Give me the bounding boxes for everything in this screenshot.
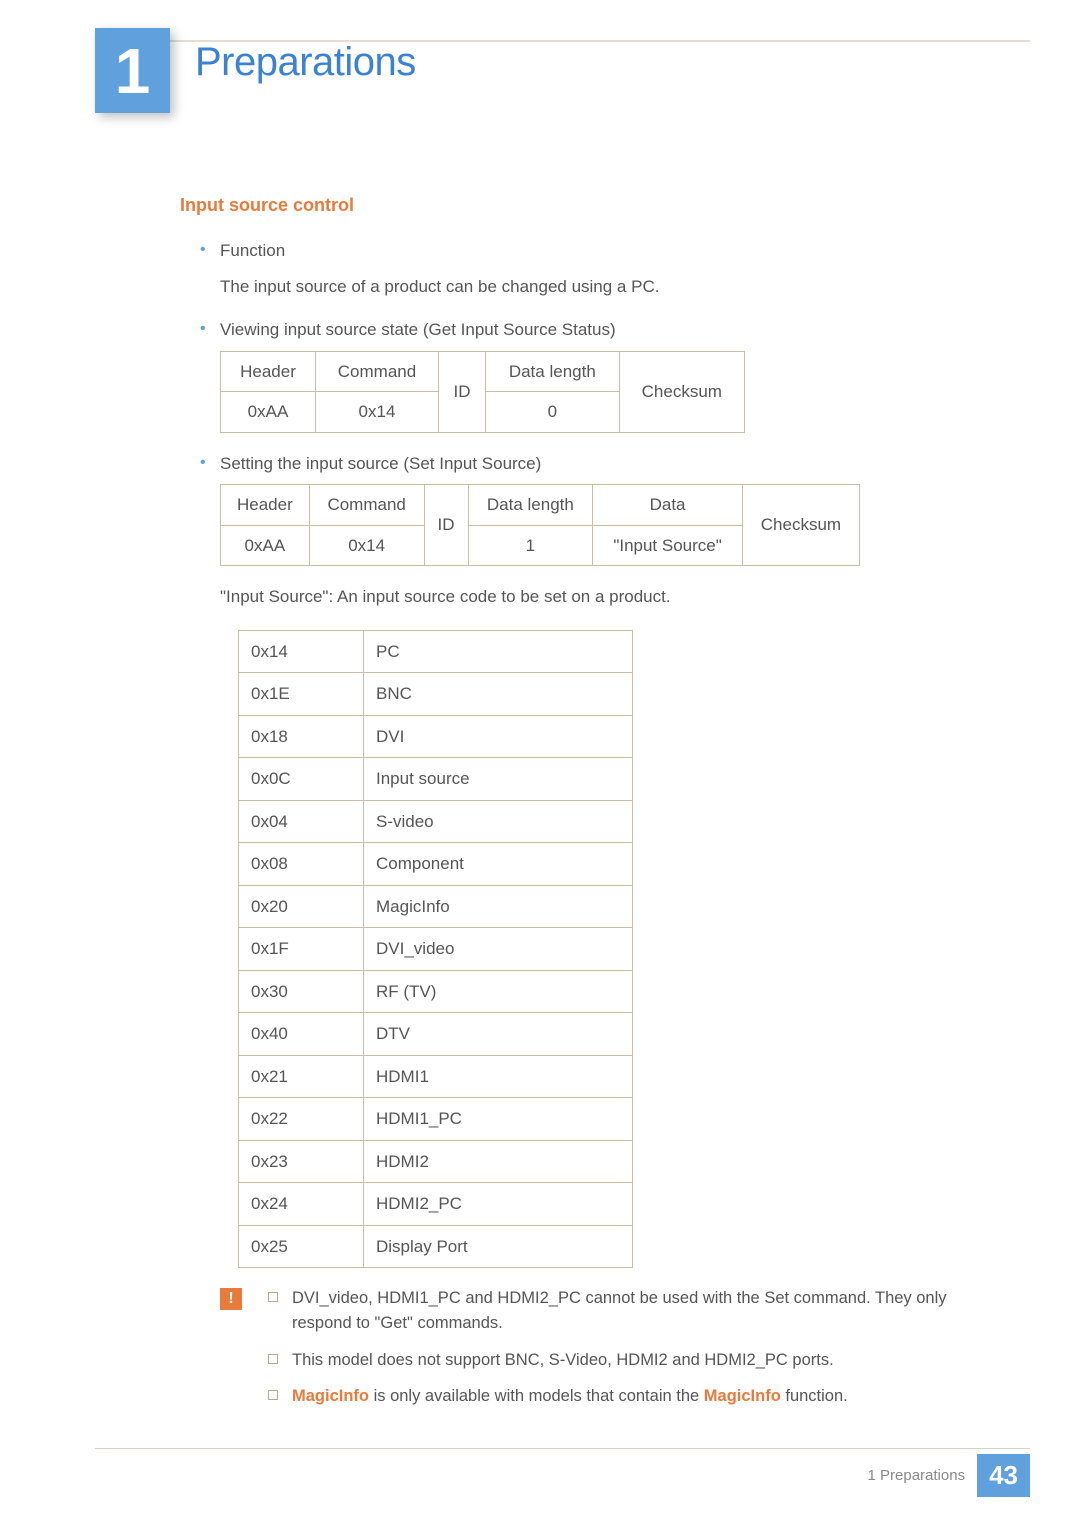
bullet-get-status: Viewing input source state (Get Input So… (200, 317, 990, 433)
code-value: 0x40 (239, 1013, 364, 1056)
note-list: DVI_video, HDMI1_PC and HDMI2_PC cannot … (268, 1286, 990, 1421)
t2-header: Header (221, 485, 310, 526)
code-row: 0x1FDVI_video (239, 928, 633, 971)
input-source-codes-table: 0x14PC0x1EBNC0x18DVI0x0CInput source0x04… (238, 630, 633, 1269)
t1-id: ID (439, 351, 486, 432)
section-heading: Input source control (180, 195, 990, 216)
bullet-set-source: Setting the input source (Set Input Sour… (200, 451, 990, 1422)
code-name: S-video (364, 800, 633, 843)
bullet-function-desc: The input source of a product can be cha… (220, 274, 990, 300)
content-area: Input source control Function The input … (180, 195, 990, 1429)
t1-header-val: 0xAA (221, 392, 316, 433)
t2-datalen-val: 1 (468, 525, 593, 566)
code-row: 0x22HDMI1_PC (239, 1098, 633, 1141)
bullet-get-status-title: Viewing input source state (Get Input So… (220, 320, 616, 339)
code-row: 0x0CInput source (239, 758, 633, 801)
set-source-table: Header Command ID Data length Data Check… (220, 484, 860, 566)
chapter-number: 1 (115, 34, 151, 108)
code-name: Input source (364, 758, 633, 801)
footer-page-number: 43 (977, 1454, 1030, 1497)
code-name: HDMI2 (364, 1140, 633, 1183)
code-value: 0x20 (239, 885, 364, 928)
t2-data-val: "Input Source" (593, 525, 743, 566)
bullet-function: Function The input source of a product c… (200, 238, 990, 299)
code-name: BNC (364, 673, 633, 716)
note-block: ! DVI_video, HDMI1_PC and HDMI2_PC canno… (220, 1286, 990, 1421)
code-name: MagicInfo (364, 885, 633, 928)
t2-command-val: 0x14 (309, 525, 424, 566)
note-3-text-1: is only available with models that conta… (369, 1387, 704, 1405)
footer: 1 Preparations 43 (868, 1454, 1030, 1497)
code-value: 0x1F (239, 928, 364, 971)
chapter-number-block: 1 (95, 28, 170, 113)
code-value: 0x04 (239, 800, 364, 843)
t1-command: Command (315, 351, 438, 392)
note-3: MagicInfo is only available with models … (268, 1384, 990, 1409)
chapter-title: Preparations (195, 40, 416, 85)
get-status-table: Header Command ID Data length Checksum 0… (220, 351, 745, 433)
code-name: HDMI2_PC (364, 1183, 633, 1226)
code-row: 0x04S-video (239, 800, 633, 843)
code-value: 0x25 (239, 1225, 364, 1268)
code-row: 0x18DVI (239, 715, 633, 758)
t1-datalen-val: 0 (486, 392, 620, 433)
t1-command-val: 0x14 (315, 392, 438, 433)
t2-id: ID (424, 485, 468, 566)
code-row: 0x25Display Port (239, 1225, 633, 1268)
code-value: 0x18 (239, 715, 364, 758)
t1-header: Header (221, 351, 316, 392)
t2-checksum: Checksum (742, 485, 859, 566)
footer-rule (95, 1448, 1030, 1449)
code-value: 0x24 (239, 1183, 364, 1226)
warning-icon: ! (220, 1288, 242, 1310)
magicinfo-label-2: MagicInfo (704, 1387, 781, 1405)
t2-datalen: Data length (468, 485, 593, 526)
code-row: 0x24HDMI2_PC (239, 1183, 633, 1226)
code-row: 0x1EBNC (239, 673, 633, 716)
code-name: RF (TV) (364, 970, 633, 1013)
input-source-desc: "Input Source": An input source code to … (220, 584, 990, 610)
code-name: PC (364, 630, 633, 673)
bullet-function-title: Function (220, 241, 285, 260)
t2-header-val: 0xAA (221, 525, 310, 566)
code-row: 0x14PC (239, 630, 633, 673)
code-value: 0x14 (239, 630, 364, 673)
code-name: DVI (364, 715, 633, 758)
code-value: 0x23 (239, 1140, 364, 1183)
code-name: Display Port (364, 1225, 633, 1268)
note-2: This model does not support BNC, S-Video… (268, 1348, 990, 1373)
note-1: DVI_video, HDMI1_PC and HDMI2_PC cannot … (268, 1286, 990, 1336)
note-3-text-2: function. (781, 1387, 848, 1405)
t1-datalen: Data length (486, 351, 620, 392)
code-row: 0x20MagicInfo (239, 885, 633, 928)
code-row: 0x21HDMI1 (239, 1055, 633, 1098)
code-row: 0x30RF (TV) (239, 970, 633, 1013)
t2-data: Data (593, 485, 743, 526)
footer-label: 1 Preparations (868, 1467, 966, 1484)
code-row: 0x40DTV (239, 1013, 633, 1056)
magicinfo-label-1: MagicInfo (292, 1387, 369, 1405)
bullet-list: Function The input source of a product c… (180, 238, 990, 1421)
code-name: HDMI1 (364, 1055, 633, 1098)
code-value: 0x21 (239, 1055, 364, 1098)
code-name: Component (364, 843, 633, 886)
code-value: 0x08 (239, 843, 364, 886)
code-row: 0x08Component (239, 843, 633, 886)
code-name: DTV (364, 1013, 633, 1056)
code-value: 0x0C (239, 758, 364, 801)
code-value: 0x30 (239, 970, 364, 1013)
code-value: 0x1E (239, 673, 364, 716)
code-value: 0x22 (239, 1098, 364, 1141)
t1-checksum: Checksum (619, 351, 744, 432)
code-name: HDMI1_PC (364, 1098, 633, 1141)
code-row: 0x23HDMI2 (239, 1140, 633, 1183)
t2-command: Command (309, 485, 424, 526)
bullet-set-source-title: Setting the input source (Set Input Sour… (220, 454, 541, 473)
code-name: DVI_video (364, 928, 633, 971)
